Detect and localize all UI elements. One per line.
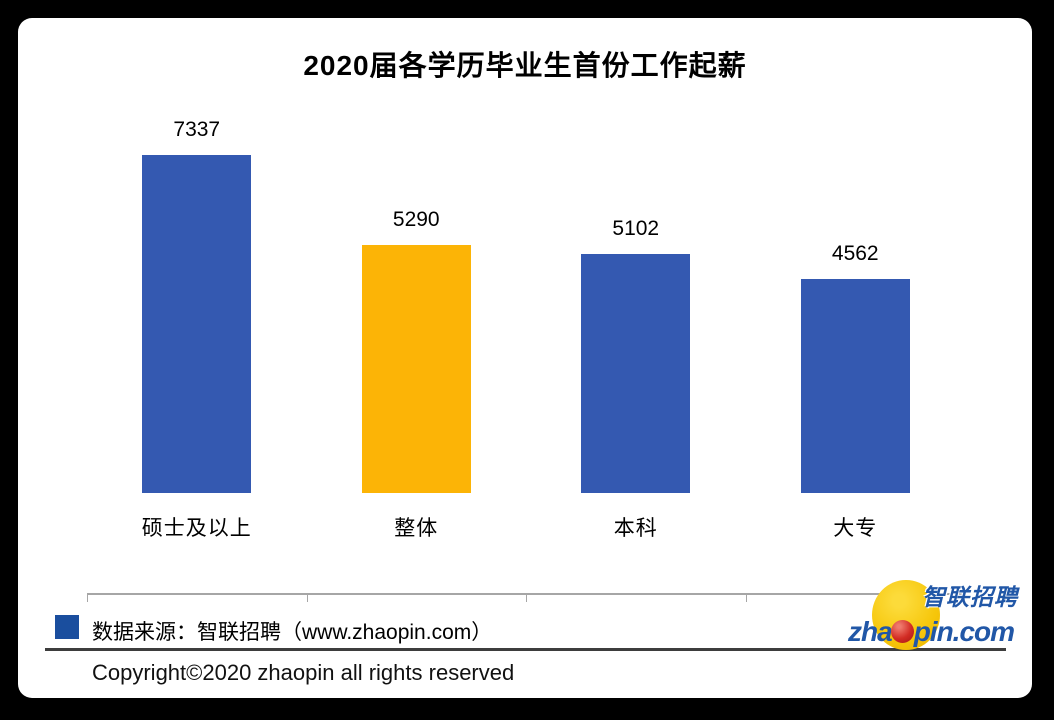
logo-domain-prefix: zha bbox=[848, 616, 893, 647]
category-label: 整体 bbox=[394, 517, 439, 540]
logo-red-ball-icon bbox=[890, 620, 914, 643]
bar-group: 4562 bbox=[746, 118, 966, 493]
bar-group: 7337 bbox=[87, 118, 307, 493]
category-label: 本科 bbox=[613, 517, 658, 540]
bar bbox=[581, 254, 691, 493]
bar bbox=[142, 155, 252, 493]
axis-tick bbox=[87, 595, 88, 602]
logo-domain-text: zha pin.com bbox=[848, 616, 1015, 648]
category-label: 大专 bbox=[833, 517, 878, 540]
bar bbox=[361, 245, 471, 493]
axis-tick bbox=[526, 595, 527, 602]
x-axis-category-labels: 硕士及以上 整体 本科 大专 bbox=[87, 512, 965, 542]
category-label: 硕士及以上 bbox=[141, 517, 252, 540]
bars-row: 7337 5290 5102 4562 bbox=[87, 118, 965, 493]
copyright-text: Copyright©2020 zhaopin all rights reserv… bbox=[92, 660, 515, 685]
bar-group: 5290 bbox=[307, 118, 527, 493]
bar-value-label: 5102 bbox=[612, 217, 660, 240]
source-legend-swatch bbox=[55, 615, 79, 639]
bar-value-label: 5290 bbox=[392, 208, 440, 231]
bar-value-label: 4562 bbox=[831, 242, 879, 265]
axis-tick bbox=[306, 595, 308, 602]
bar bbox=[800, 279, 910, 493]
x-axis-line bbox=[87, 593, 965, 602]
axis-tick bbox=[745, 595, 747, 602]
axis-tick bbox=[964, 595, 965, 602]
bar-chart-plot-area: 7337 5290 5102 4562 bbox=[87, 118, 965, 602]
data-source-text: 数据来源：智联招聘（www.zhaopin.com） bbox=[92, 621, 493, 644]
report-card: 2020届各学历毕业生首份工作起薪 7337 5290 5102 4562 硕士及以上… bbox=[18, 18, 1032, 698]
footer-divider bbox=[45, 648, 1006, 651]
chart-title: 2020届各学历毕业生首份工作起薪 bbox=[303, 50, 747, 81]
bar-value-label: 7337 bbox=[173, 118, 221, 141]
logo-domain-suffix: pin.com bbox=[913, 616, 1015, 647]
logo-chinese-name: 智联招聘 bbox=[922, 584, 1018, 610]
bar-group: 5102 bbox=[526, 118, 746, 493]
zhaopin-logo: 智联招聘 zha pin.com bbox=[848, 578, 1018, 652]
